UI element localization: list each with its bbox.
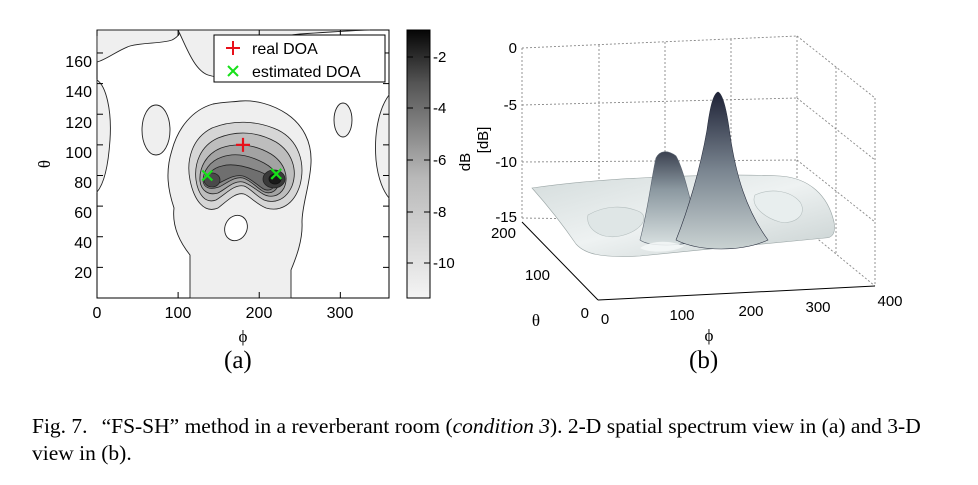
panel-a: 160 140 120 100 80 60 40 20 0 100 200 30…: [35, 29, 474, 346]
surface-highlight: [640, 241, 684, 252]
contour-level-5: [205, 164, 275, 191]
x-tick: 200: [246, 305, 273, 322]
legend-real-marker: [226, 41, 240, 55]
caption-text-2: ). 2-D spatial spectrum view in (a) and …: [32, 414, 921, 465]
contour-right-blob: [333, 102, 353, 138]
doa-markers: [201, 137, 283, 182]
z-tick: -15: [495, 209, 517, 226]
legend-box: [213, 34, 386, 83]
estimated-doa-marker: [270, 168, 283, 180]
y-tick: 60: [74, 205, 92, 222]
phi-axis: [597, 285, 876, 301]
y-tick: 100: [65, 145, 92, 162]
x-tick: 300: [327, 305, 354, 322]
x-tick: 100: [165, 305, 192, 322]
colorbar-tick: -10: [433, 255, 455, 272]
legend-real-label: real DOA: [252, 41, 318, 58]
surface-main-peak: [675, 91, 769, 250]
panel-b-zlabel: [dB]: [475, 127, 492, 154]
figure-caption: Fig. 7. “FS-SH” method in a reverberant r…: [32, 413, 942, 467]
phi-tick: 400: [877, 293, 902, 310]
legend-estimated-label: estimated DOA: [252, 64, 361, 81]
panel-b: 0 -5 -10 -15 [dB] 200 100 0 θ 0 100 200 …: [475, 35, 903, 345]
caption-lead: Fig. 7.: [32, 414, 88, 438]
phi-tick: 200: [738, 303, 763, 320]
phi-tick: 100: [669, 307, 694, 324]
panel-a-xlabel: ϕ: [239, 327, 248, 346]
y-tick: 120: [65, 115, 92, 132]
phi-tick: 300: [805, 299, 830, 316]
panel-b-xlabel: ϕ: [705, 326, 714, 345]
legend-estimated-marker: [227, 65, 239, 77]
colorbar-gradient: [406, 29, 431, 299]
caption-text-1: “FS-SH” method in a reverberant room (: [101, 414, 453, 438]
caption-italic: condition 3: [452, 414, 550, 438]
panel-a-ylabel: θ: [35, 160, 54, 168]
contour-far-right: [375, 93, 390, 200]
colorbar-tick: -4: [433, 100, 446, 117]
legend: real DOA estimated DOA: [213, 34, 386, 83]
contour-top-left-bulge: [96, 29, 181, 63]
contour-hole: [224, 214, 248, 242]
surface-ridge: [753, 190, 803, 223]
colorbar-tick: -8: [433, 204, 446, 221]
surface-ridge: [587, 206, 645, 238]
panel-b-ylabel: θ: [532, 311, 540, 330]
theta-tick: 0: [581, 305, 589, 322]
panel-a-sublabel: (a): [224, 347, 252, 374]
panel-b-sublabel: (b): [689, 347, 719, 374]
z-tick: -5: [504, 97, 517, 114]
estimated-doa-marker: [201, 169, 214, 182]
contour-left-blob: [141, 104, 171, 156]
contour-far-left: [96, 79, 111, 194]
y-tick: 80: [74, 175, 92, 192]
theta-axis: [521, 221, 599, 301]
z-tick: 0: [509, 40, 517, 57]
theta-tick: 100: [525, 267, 550, 284]
colorbar-tick: -6: [433, 152, 446, 169]
y-tick: 140: [65, 84, 92, 101]
colorbar-label: dB: [457, 153, 474, 171]
y-tick: 40: [74, 235, 92, 252]
theta-tick: 200: [491, 225, 516, 242]
figure-graphics: 160 140 120 100 80 60 40 20 0 100 200 30…: [35, 29, 903, 346]
z-tick: -10: [495, 154, 517, 171]
y-tick: 160: [65, 54, 92, 71]
y-tick: 20: [74, 265, 92, 282]
phi-tick: 0: [601, 311, 609, 328]
colorbar-tick: -2: [433, 49, 446, 66]
colorbar: -2 -4 -6 -8 -10 dB: [406, 29, 474, 299]
x-tick: 0: [93, 305, 102, 322]
